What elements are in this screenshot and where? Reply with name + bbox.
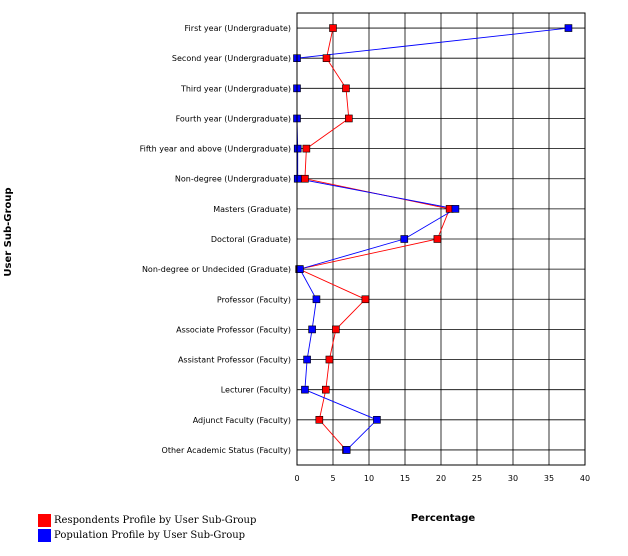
- series-point-0: [332, 325, 340, 334]
- series-point-1: [308, 325, 316, 334]
- legend-label-population: Population Profile by User Sub-Group: [54, 530, 246, 541]
- category-label: Doctoral (Graduate): [211, 235, 291, 244]
- x-tick-labels: 0 5 10 15 20 25 30 35 40: [294, 474, 590, 483]
- series-point-0: [315, 415, 324, 424]
- series-point-0: [301, 174, 309, 183]
- series-point-0: [302, 144, 311, 153]
- series-point-1: [296, 265, 304, 273]
- category-labels: First year (Undergraduate) Second year (U…: [140, 24, 291, 455]
- series-point-1: [564, 24, 573, 32]
- x-tick-label: 15: [400, 474, 410, 483]
- series-point-1: [301, 385, 309, 394]
- legend-item-respondents: Respondents Profile by User Sub-Group: [38, 513, 256, 528]
- series-point-1: [373, 415, 381, 424]
- x-tick-label: 0: [294, 474, 299, 483]
- legend-swatch-respondents: [38, 514, 51, 527]
- category-label: Masters (Graduate): [213, 205, 291, 214]
- x-tick-label: 20: [436, 474, 446, 483]
- category-label: Fourth year (Undergraduate): [176, 114, 291, 123]
- category-label: Professor (Faculty): [217, 295, 291, 304]
- series-point-0: [433, 235, 442, 243]
- x-tick-label: 10: [364, 474, 374, 483]
- series-point-0: [325, 355, 334, 364]
- series-point-1: [400, 235, 409, 243]
- series-point-0: [329, 24, 337, 32]
- series-points: [293, 24, 573, 454]
- x-tick-label: 5: [330, 474, 335, 483]
- category-label: Adjunct Faculty (Faculty): [193, 416, 291, 425]
- series-point-0: [361, 295, 370, 304]
- series-point-0: [342, 84, 350, 93]
- series-point-1: [342, 446, 351, 454]
- category-label: Non-degree or Undecided (Graduate): [142, 265, 291, 274]
- series-point-1: [293, 144, 302, 153]
- x-tick-label: 35: [544, 474, 554, 483]
- legend-label-respondents: Respondents Profile by User Sub-Group: [54, 515, 257, 526]
- series-point-1: [293, 174, 302, 183]
- category-label: Assistant Professor (Faculty): [178, 356, 291, 365]
- legend-swatch-population: [38, 529, 51, 542]
- series-point-0: [345, 114, 353, 123]
- category-label: Associate Professor (Faculty): [176, 325, 291, 334]
- series-point-0: [322, 54, 331, 63]
- series-point-1: [312, 295, 321, 304]
- category-label: First year (Undergraduate): [185, 24, 291, 33]
- x-tick-label: 30: [508, 474, 518, 483]
- legend: Respondents Profile by User Sub-Group Po…: [38, 513, 256, 543]
- x-axis-title: Percentage: [411, 513, 476, 524]
- legend-item-population: Population Profile by User Sub-Group: [38, 528, 256, 543]
- category-label: Non-degree (Undergraduate): [175, 175, 291, 184]
- series-point-1: [451, 205, 460, 213]
- series-point-1: [303, 355, 311, 364]
- category-label: Lecturer (Faculty): [221, 386, 291, 395]
- series-point-0: [321, 385, 330, 394]
- category-label: Fifth year and above (Undergraduate): [140, 145, 291, 154]
- y-axis-title: User Sub-Group: [3, 187, 14, 276]
- x-tick-label: 40: [580, 474, 590, 483]
- category-label: Other Academic Status (Faculty): [162, 446, 291, 455]
- plot-border: [296, 12, 586, 466]
- category-label: Second year (Undergraduate): [172, 54, 291, 63]
- x-tick-label: 25: [472, 474, 482, 483]
- category-label: Third year (Undergraduate): [180, 84, 291, 93]
